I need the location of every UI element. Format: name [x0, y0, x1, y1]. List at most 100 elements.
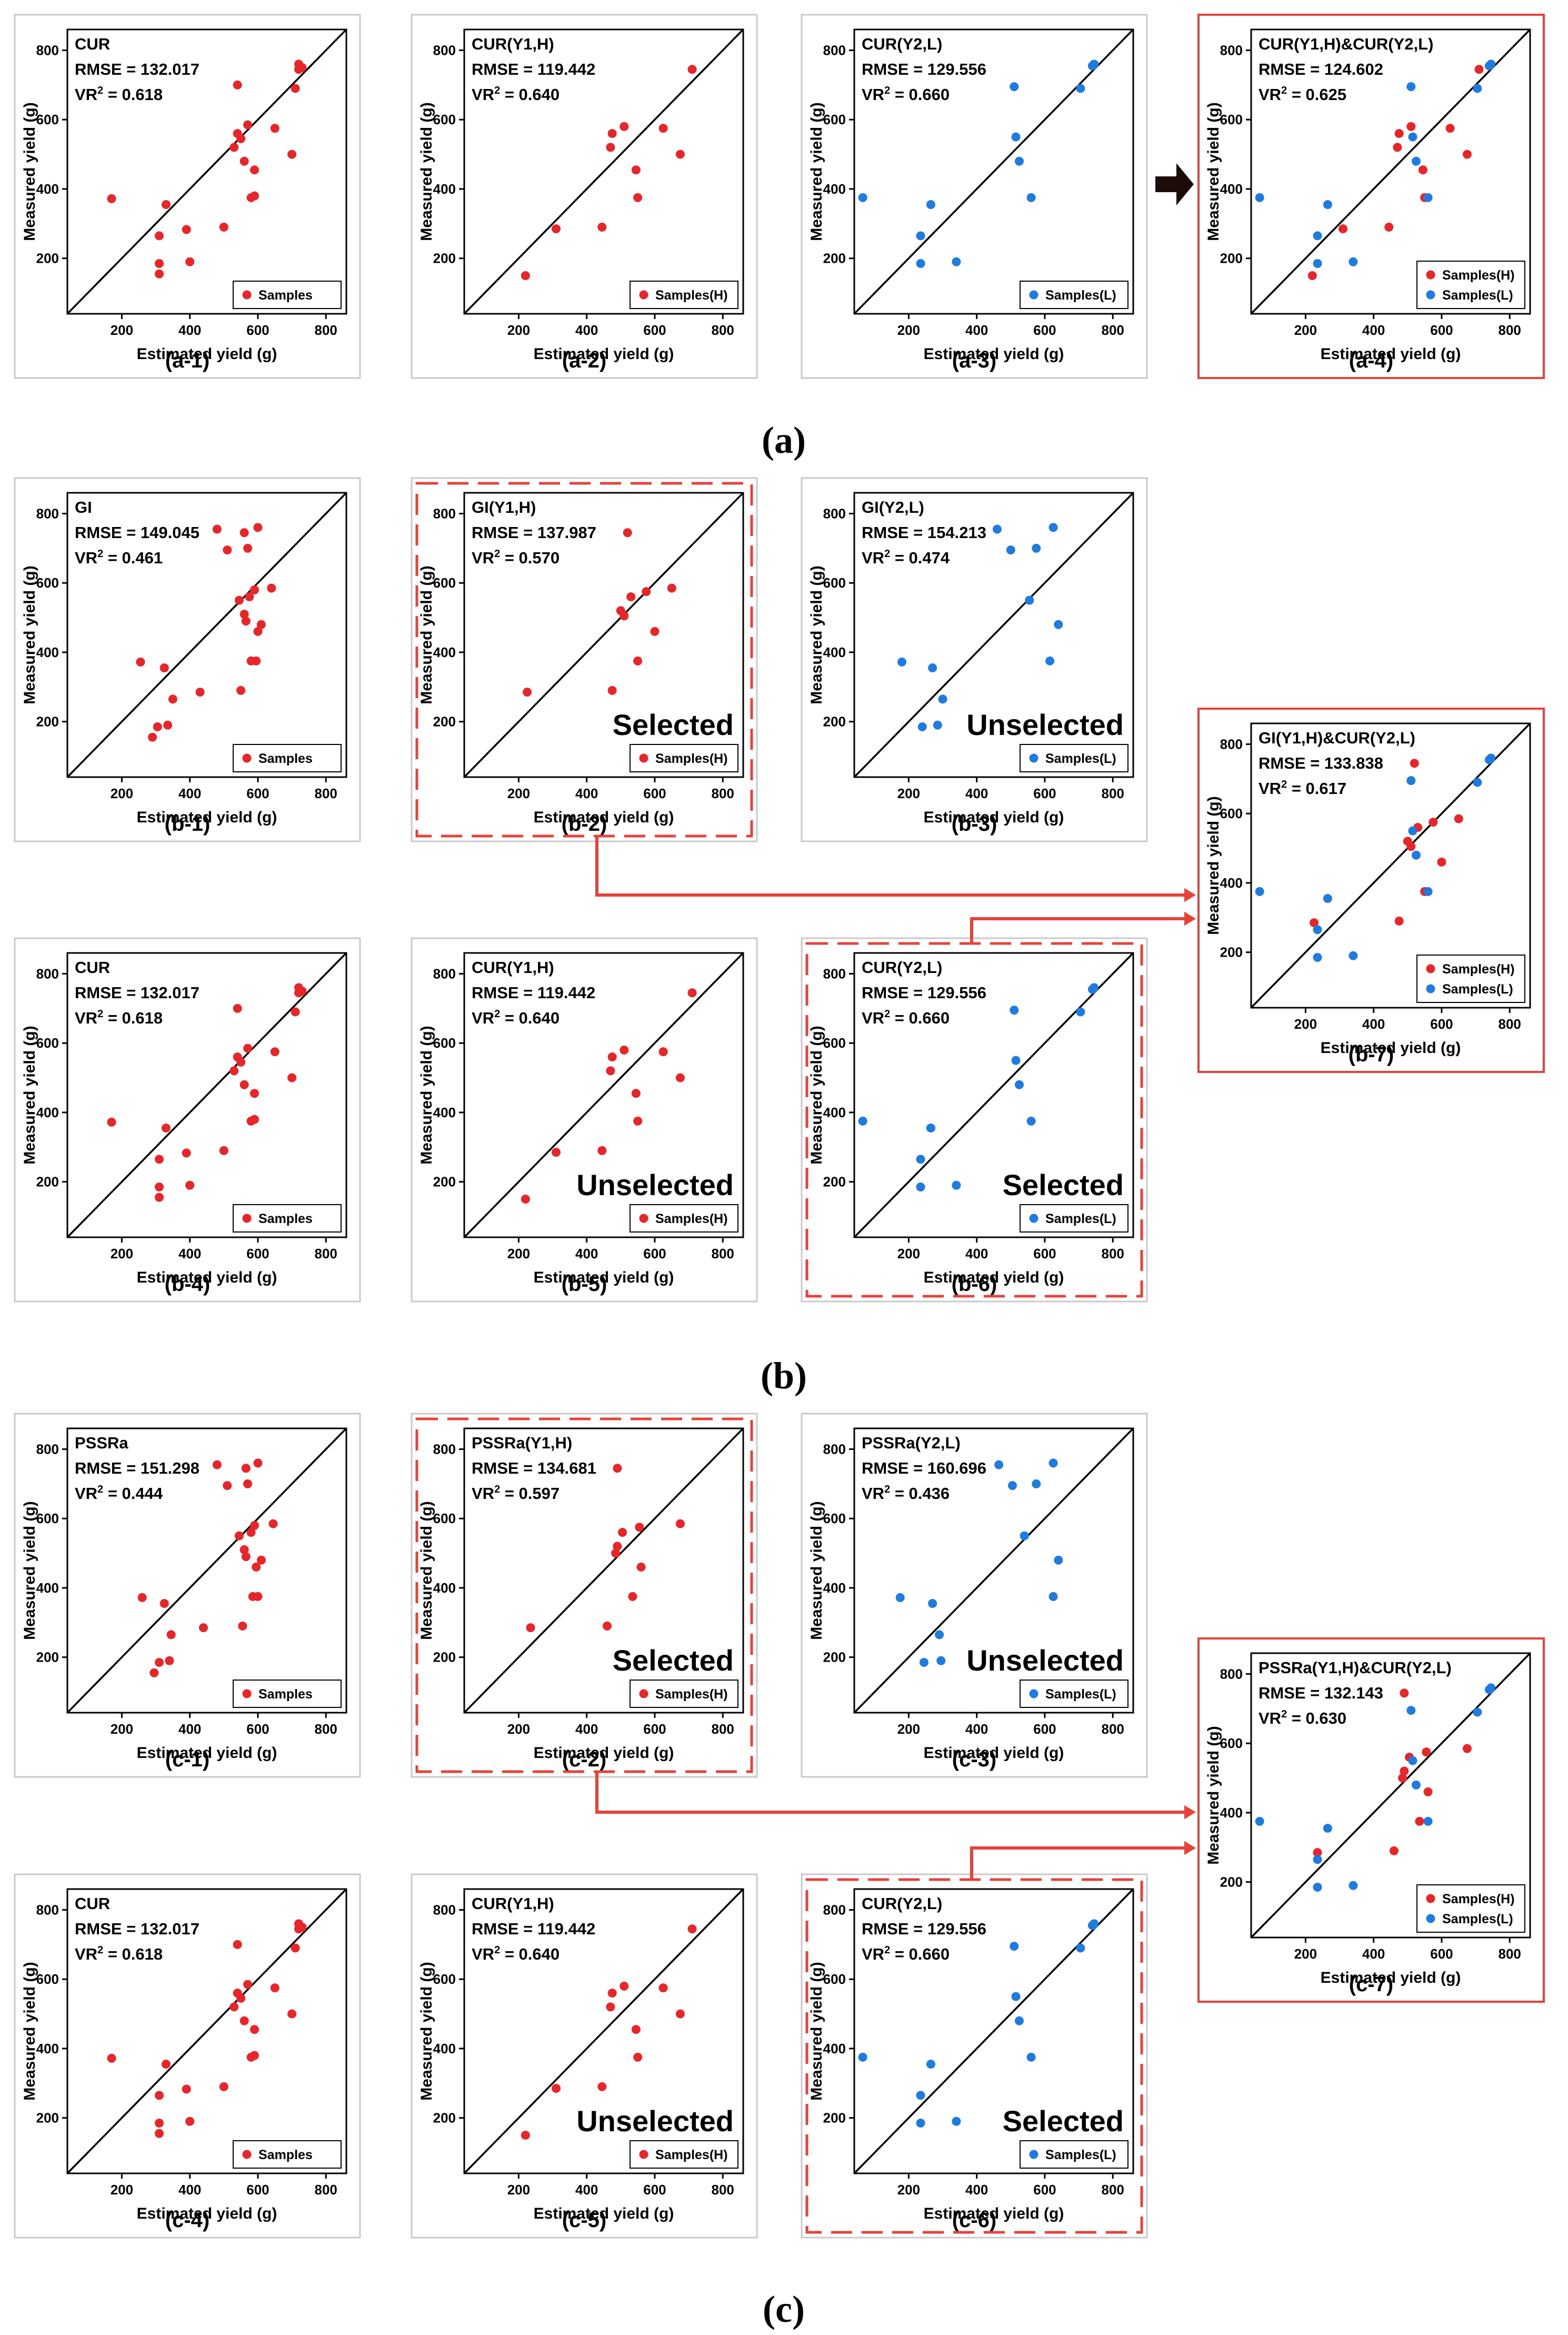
- plot-area: [463, 952, 744, 1238]
- y-tick-label: 800: [36, 506, 59, 522]
- rmse-label: RMSE = 124.602: [1259, 60, 1383, 78]
- panel-border: [411, 1873, 758, 2239]
- y-axis-label: Measured yield (g): [21, 1962, 38, 2100]
- data-point: [239, 156, 249, 166]
- x-axis-label: Estimated yield (g): [1321, 345, 1461, 363]
- y-tick-label: 200: [433, 2110, 456, 2126]
- vr-text: VR: [472, 1009, 494, 1027]
- data-point: [155, 2129, 164, 2138]
- chart-title: CUR: [75, 1894, 110, 1913]
- data-point: [928, 1599, 937, 1608]
- legend: [1416, 1884, 1525, 1933]
- data-point: [243, 1044, 253, 1053]
- data-point: [952, 257, 961, 266]
- data-point: [1423, 1787, 1433, 1796]
- one-to-one-line: [463, 1888, 744, 2174]
- data-point: [1032, 1479, 1041, 1488]
- y-tick-label: 200: [823, 1650, 846, 1665]
- data-point: [1462, 150, 1472, 159]
- vr-value: = 0.625: [1287, 85, 1346, 104]
- y-tick-label: 600: [433, 1511, 456, 1526]
- vr-value: = 0.660: [890, 85, 950, 104]
- legend-marker: [1426, 290, 1435, 300]
- y-tick-label: 400: [433, 644, 456, 660]
- selection-box: [415, 1417, 753, 1773]
- y-tick-label: 800: [823, 506, 846, 522]
- data-point: [602, 1621, 612, 1631]
- y-tick-label: 600: [36, 1035, 59, 1051]
- y-tick-label: 400: [823, 181, 846, 197]
- vr-text: VR: [75, 1484, 97, 1503]
- y-axis-label: Measured yield (g): [21, 102, 38, 241]
- data-point: [166, 1630, 176, 1640]
- chart-title: CUR(Y2,L): [862, 1894, 942, 1913]
- one-to-one-line: [853, 492, 1134, 778]
- data-point: [1406, 1706, 1416, 1715]
- selection-note: Selected: [613, 708, 734, 741]
- vr-value: = 0.660: [890, 1009, 950, 1027]
- legend-marker: [639, 1214, 648, 1223]
- vr-superscript: 2: [1281, 1708, 1287, 1720]
- panel-id-label: (a-3): [952, 349, 996, 372]
- data-point: [607, 1052, 617, 1062]
- vr2-label: VR2 = 0.618: [75, 85, 163, 104]
- x-tick-label: 800: [315, 1721, 337, 1737]
- panel-border: [801, 1413, 1148, 1778]
- data-point: [597, 222, 607, 232]
- data-point: [631, 1089, 641, 1098]
- vr-value: = 0.618: [103, 1945, 163, 1963]
- x-tick-label: 800: [1499, 322, 1521, 338]
- x-tick-label: 400: [965, 1721, 988, 1737]
- vr-value: = 0.570: [500, 549, 560, 567]
- chart-panel-a-3: 200 400 600 800 200 400 600 800 CUR(Y2,L) RMSE = …: [801, 14, 1148, 379]
- y-tick-label: 600: [433, 112, 456, 127]
- data-point: [667, 583, 676, 593]
- data-point: [858, 2052, 867, 2062]
- data-point: [607, 685, 617, 695]
- x-tick-label: 800: [1499, 1946, 1521, 1962]
- data-point: [212, 1460, 222, 1469]
- data-point: [1045, 656, 1055, 665]
- panel-id-label: (c-4): [165, 2209, 209, 2232]
- data-point: [1011, 1056, 1021, 1065]
- data-point: [243, 1980, 253, 1989]
- data-point: [1313, 259, 1322, 269]
- panel-id-label: (c-2): [562, 1748, 606, 1771]
- data-point: [1486, 1683, 1496, 1693]
- y-axis-label: Measured yield (g): [418, 1501, 435, 1640]
- selection-note: Unselected: [966, 1644, 1124, 1677]
- x-tick-label: 800: [1102, 322, 1124, 338]
- rmse-label: RMSE = 119.442: [472, 983, 595, 1002]
- vr-superscript: 2: [1281, 779, 1287, 790]
- rmse-label: RMSE = 151.298: [75, 1459, 199, 1477]
- chart-panel-b-1: 200 400 600 800 200 400 600 800 GI RMSE = 149.045…: [14, 477, 361, 842]
- x-tick-label: 400: [575, 1246, 598, 1261]
- x-tick-label: 600: [1430, 322, 1453, 338]
- chart-panel-a-4: 200 400 600 800 200 400 600 800 CUR(Y1,H)&CUR(Y2…: [1197, 14, 1545, 379]
- x-tick-label: 200: [1294, 1946, 1317, 1962]
- x-tick-label: 800: [315, 786, 337, 801]
- data-point: [1011, 132, 1021, 142]
- data-point: [607, 129, 617, 138]
- rmse-label: RMSE = 132.143: [1259, 1684, 1383, 1702]
- rmse-label: RMSE = 119.442: [472, 1920, 595, 1938]
- rmse-label: RMSE = 119.442: [472, 60, 595, 78]
- group-label-b: (b): [761, 1355, 807, 1397]
- data-point: [249, 2051, 259, 2060]
- data-point: [297, 1922, 307, 1932]
- selection-box: [805, 1878, 1143, 2234]
- vr2-label: VR2 = 0.630: [1259, 1708, 1346, 1727]
- legend-entry: Samples(H): [1442, 268, 1515, 283]
- data-point: [1048, 1592, 1058, 1601]
- vr-value: = 0.444: [103, 1484, 163, 1503]
- panel-border: [14, 937, 361, 1303]
- panel-id-label: (c-1): [165, 1748, 209, 1771]
- legend-marker: [639, 2150, 648, 2159]
- data-point: [107, 194, 116, 203]
- vr-value: = 0.597: [500, 1484, 560, 1503]
- y-tick-label: 200: [1220, 1874, 1243, 1890]
- legend-marker: [1426, 964, 1435, 973]
- x-axis-label: Estimated yield (g): [1321, 1969, 1461, 1986]
- one-to-one-line: [66, 28, 347, 315]
- panel-border: [14, 477, 361, 842]
